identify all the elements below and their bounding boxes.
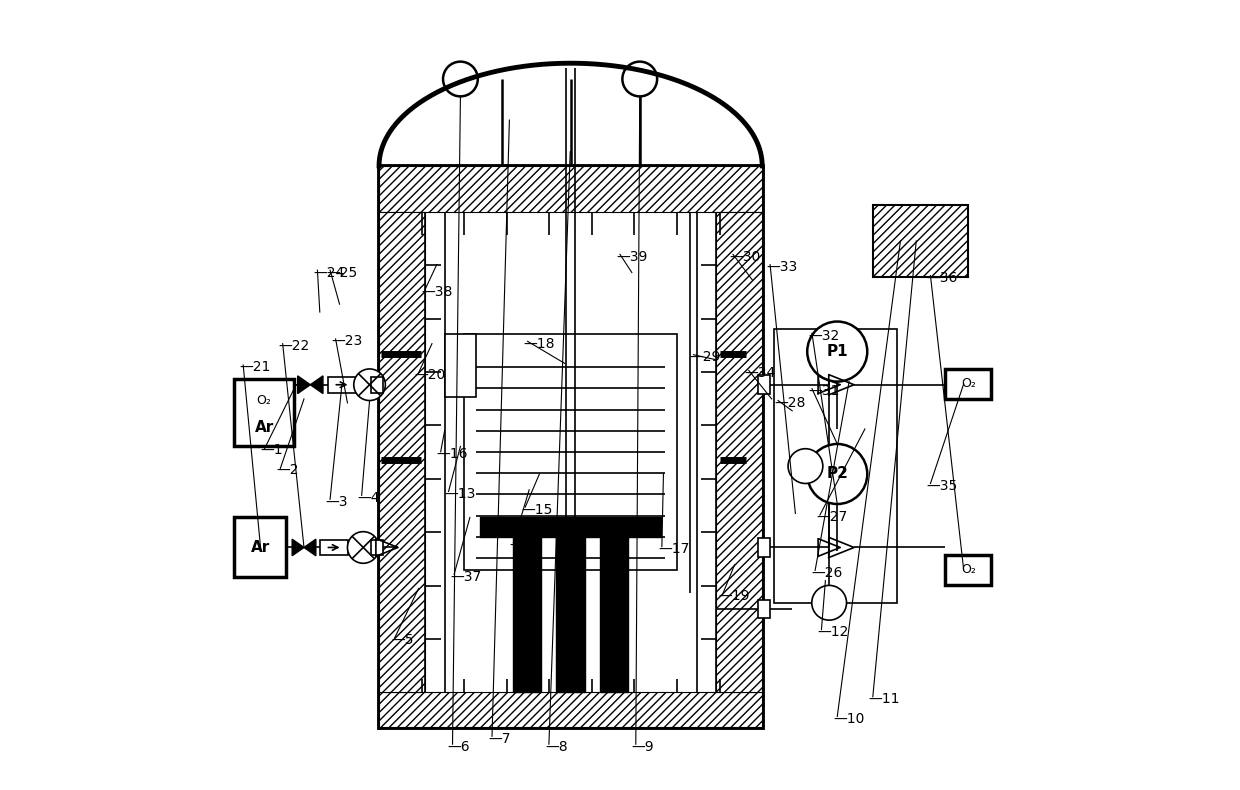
- Text: —2: —2: [277, 463, 299, 477]
- Text: —3: —3: [325, 495, 348, 509]
- Text: —36: —36: [926, 271, 957, 285]
- Circle shape: [807, 322, 867, 382]
- Text: —18: —18: [523, 337, 556, 351]
- Polygon shape: [310, 376, 322, 393]
- Bar: [379, 212, 425, 692]
- Bar: [774, 329, 897, 603]
- Bar: [379, 692, 763, 727]
- Bar: [234, 379, 294, 446]
- Polygon shape: [293, 540, 304, 556]
- Text: —21: —21: [239, 360, 270, 374]
- Text: —29: —29: [689, 350, 720, 364]
- Text: —10: —10: [833, 712, 864, 726]
- Text: —15: —15: [521, 502, 553, 517]
- Bar: [873, 205, 967, 276]
- Polygon shape: [298, 376, 310, 393]
- Text: —39: —39: [616, 250, 647, 264]
- Text: —1: —1: [260, 443, 283, 457]
- Text: —11: —11: [869, 692, 900, 706]
- Circle shape: [347, 532, 379, 563]
- Text: O₂: O₂: [961, 563, 976, 576]
- Text: —23: —23: [331, 334, 363, 348]
- Bar: [513, 528, 542, 692]
- Bar: [445, 334, 476, 397]
- Circle shape: [812, 585, 847, 620]
- Text: —33: —33: [766, 260, 797, 274]
- Text: —20: —20: [414, 368, 446, 382]
- Text: P2: P2: [826, 467, 848, 481]
- Text: —38: —38: [420, 285, 453, 299]
- Bar: [480, 517, 661, 537]
- Bar: [320, 540, 348, 555]
- Text: —12: —12: [817, 625, 849, 639]
- Polygon shape: [304, 540, 316, 556]
- Circle shape: [622, 62, 657, 96]
- Bar: [945, 369, 991, 399]
- Text: —6: —6: [448, 739, 470, 754]
- Bar: [464, 334, 677, 570]
- Text: —13: —13: [445, 487, 476, 501]
- Text: —37: —37: [450, 570, 481, 584]
- Bar: [379, 166, 763, 727]
- Text: —19: —19: [719, 589, 750, 604]
- Text: —35: —35: [926, 479, 957, 493]
- Text: —28: —28: [774, 396, 806, 410]
- Bar: [600, 528, 629, 692]
- Text: —30: —30: [729, 250, 760, 264]
- Bar: [371, 540, 383, 555]
- Text: —27: —27: [816, 510, 847, 525]
- Bar: [758, 375, 770, 394]
- Text: —5: —5: [391, 633, 413, 647]
- Bar: [327, 377, 356, 393]
- Bar: [371, 377, 383, 393]
- Bar: [758, 538, 770, 557]
- Text: —34: —34: [745, 366, 776, 380]
- Text: P1: P1: [826, 344, 848, 359]
- Text: —22: —22: [279, 339, 310, 353]
- Text: —24: —24: [314, 265, 345, 280]
- Bar: [717, 212, 763, 692]
- Circle shape: [353, 369, 386, 401]
- Text: O₂: O₂: [961, 378, 976, 390]
- Text: —17: —17: [658, 542, 689, 556]
- Text: —14: —14: [510, 538, 541, 552]
- Bar: [758, 600, 770, 619]
- Text: Ar: Ar: [250, 540, 270, 555]
- Bar: [379, 166, 763, 212]
- Text: —32: —32: [808, 329, 839, 343]
- Text: —4: —4: [357, 491, 381, 505]
- Text: —9: —9: [632, 739, 655, 754]
- Text: —31: —31: [808, 384, 839, 398]
- Bar: [234, 517, 286, 577]
- Circle shape: [443, 62, 477, 96]
- Text: Ar: Ar: [254, 420, 274, 435]
- Circle shape: [789, 449, 823, 483]
- Text: O₂: O₂: [257, 394, 272, 407]
- Text: —8: —8: [544, 739, 568, 754]
- Bar: [945, 555, 991, 585]
- Circle shape: [807, 444, 867, 504]
- Text: —25: —25: [326, 265, 357, 280]
- Bar: [557, 528, 585, 692]
- Text: —16: —16: [436, 447, 469, 461]
- Text: —26: —26: [811, 566, 842, 580]
- Text: —7: —7: [489, 732, 511, 746]
